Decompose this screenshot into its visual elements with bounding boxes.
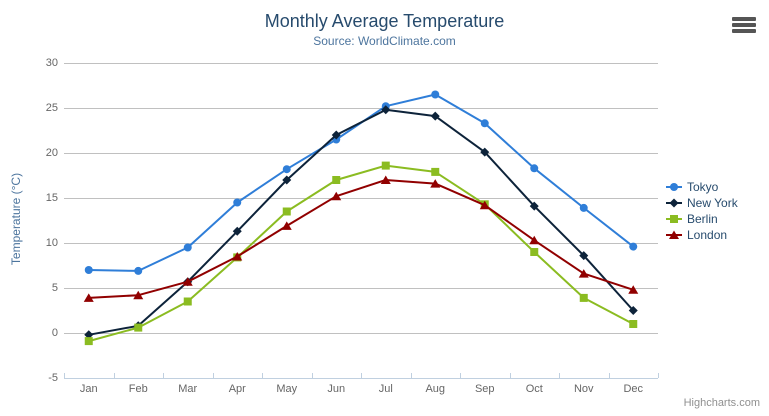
tokyo-marker[interactable] bbox=[233, 198, 242, 207]
london-marker[interactable] bbox=[430, 179, 441, 188]
berlin-marker[interactable] bbox=[381, 161, 390, 170]
berlin-marker[interactable] bbox=[579, 293, 588, 302]
new-york-marker[interactable] bbox=[381, 105, 391, 115]
hamburger-menu-icon bbox=[732, 29, 756, 33]
legend-item-london[interactable]: London bbox=[666, 227, 738, 243]
london-marker[interactable] bbox=[479, 200, 490, 210]
legend-item-tokyo[interactable]: Tokyo bbox=[666, 179, 738, 195]
x-axis-label: Jul bbox=[378, 383, 393, 395]
london-marker[interactable] bbox=[578, 269, 589, 278]
berlin-marker[interactable] bbox=[332, 176, 341, 184]
x-axis-label: Jan bbox=[79, 383, 98, 395]
x-axis-label: Sep bbox=[474, 383, 495, 395]
london-marker[interactable] bbox=[232, 252, 243, 261]
x-axis-label: Dec bbox=[623, 383, 644, 395]
tokyo-marker[interactable] bbox=[282, 165, 291, 174]
berlin-marker[interactable] bbox=[530, 248, 539, 256]
tokyo-series-line bbox=[87, 93, 635, 272]
tokyo-marker[interactable] bbox=[530, 164, 539, 173]
legend-item-label: Tokyo bbox=[687, 180, 719, 194]
berlin-marker[interactable] bbox=[84, 337, 93, 346]
london-marker[interactable] bbox=[380, 175, 391, 185]
legend-item-berlin[interactable]: Berlin bbox=[666, 211, 738, 227]
x-axis-label: Jun bbox=[327, 383, 346, 395]
hamburger-menu-icon bbox=[732, 23, 756, 27]
x-axis-label: Apr bbox=[228, 383, 246, 395]
legend-circle-icon bbox=[666, 183, 682, 191]
legend-item-new-york[interactable]: New York bbox=[666, 195, 738, 211]
london-series-line bbox=[87, 179, 635, 299]
tokyo-marker[interactable] bbox=[480, 119, 489, 128]
london-marker[interactable] bbox=[628, 285, 639, 294]
new-york-marker[interactable] bbox=[628, 306, 638, 315]
new-york-marker[interactable] bbox=[430, 111, 440, 121]
y-axis-title: Temperature (°C) bbox=[9, 172, 23, 266]
chart-subtitle: Source: WorldClimate.com bbox=[313, 34, 456, 48]
y-axis-label: 10 bbox=[45, 237, 58, 249]
new-york-marker[interactable] bbox=[84, 330, 94, 340]
y-axis-label: 5 bbox=[51, 282, 58, 294]
tokyo-marker[interactable] bbox=[183, 243, 192, 252]
y-axis-label: 0 bbox=[51, 327, 58, 339]
legend-square-icon bbox=[666, 215, 682, 223]
tokyo-marker[interactable] bbox=[431, 90, 440, 99]
berlin-marker[interactable] bbox=[629, 320, 638, 328]
berlin-marker[interactable] bbox=[282, 207, 291, 216]
y-axis-label: 20 bbox=[45, 147, 58, 159]
x-axis-label: May bbox=[276, 383, 298, 395]
new-york-marker[interactable] bbox=[232, 226, 242, 236]
london-marker[interactable] bbox=[133, 290, 144, 300]
x-axis-label: Oct bbox=[525, 383, 543, 395]
y-axis-label: -5 bbox=[48, 372, 58, 384]
context-menu-button[interactable] bbox=[732, 17, 756, 35]
legend: Tokyo New York Berlin London bbox=[666, 179, 738, 243]
new-york-marker[interactable] bbox=[579, 251, 589, 261]
london-marker[interactable] bbox=[331, 191, 342, 201]
new-york-marker[interactable] bbox=[480, 147, 490, 157]
x-axis-label: Feb bbox=[128, 383, 148, 395]
legend-item-label: London bbox=[687, 228, 728, 242]
berlin-marker[interactable] bbox=[183, 297, 192, 306]
legend-item-label: Berlin bbox=[687, 212, 718, 226]
legend-triangle-icon bbox=[666, 230, 682, 239]
hamburger-menu-icon bbox=[732, 17, 756, 21]
y-axis-label: 25 bbox=[45, 102, 58, 114]
tokyo-marker[interactable] bbox=[134, 266, 143, 275]
tokyo-marker[interactable] bbox=[579, 203, 588, 212]
berlin-marker[interactable] bbox=[134, 323, 143, 332]
y-axis-label: 15 bbox=[45, 192, 58, 204]
tokyo-marker[interactable] bbox=[629, 242, 638, 251]
tokyo-marker[interactable] bbox=[84, 266, 93, 274]
london-marker[interactable] bbox=[182, 277, 193, 286]
london-marker[interactable] bbox=[281, 221, 292, 230]
london-marker[interactable] bbox=[83, 293, 94, 302]
x-axis-label: Mar bbox=[178, 383, 198, 395]
new-york-marker[interactable] bbox=[529, 201, 539, 211]
new-york-series-line bbox=[87, 108, 635, 336]
y-axis-label: 30 bbox=[45, 57, 58, 69]
berlin-marker[interactable] bbox=[431, 167, 440, 176]
london-marker[interactable] bbox=[529, 235, 540, 245]
chart-title: Monthly Average Temperature bbox=[264, 11, 505, 31]
legend-diamond-icon bbox=[666, 198, 682, 208]
x-axis-label: Nov bbox=[573, 383, 594, 395]
new-york-marker[interactable] bbox=[282, 175, 292, 185]
berlin-series-line bbox=[87, 164, 635, 343]
new-york-marker[interactable] bbox=[331, 130, 341, 140]
legend-item-label: New York bbox=[687, 196, 738, 210]
credits-link[interactable]: Highcharts.com bbox=[683, 397, 760, 409]
x-axis-label: Aug bbox=[425, 383, 446, 395]
